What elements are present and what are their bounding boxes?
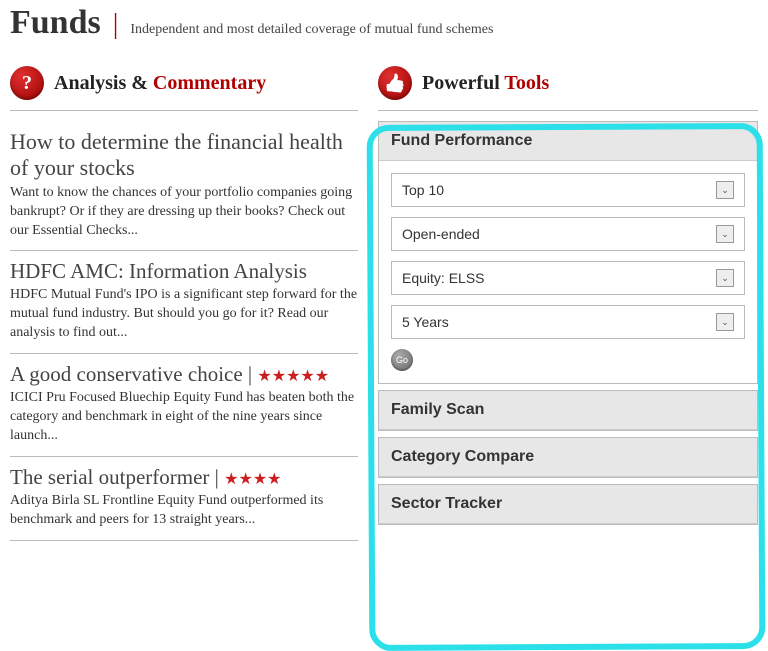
article-title: The serial outperformer | ★★★★	[10, 465, 358, 490]
article-title-text: The serial outperformer	[10, 465, 209, 489]
article-desc: HDFC Mutual Fund's IPO is a significant …	[10, 286, 358, 343]
star-rating: ★★★★	[224, 471, 281, 488]
article-desc: Want to know the chances of your portfol…	[10, 184, 358, 241]
category-select-value: Equity: ELSS	[402, 270, 485, 286]
tools-title-part2: Tools	[504, 72, 549, 94]
rank-select-value: Top 10	[402, 182, 444, 198]
article-desc: ICICI Pru Focused Bluechip Equity Fund h…	[10, 389, 358, 446]
tools-column: Powerful Tools Fund Performance Top 10 ⌄…	[378, 66, 758, 541]
fund-performance-header[interactable]: Fund Performance	[379, 122, 757, 161]
fund-performance-panel: Fund Performance Top 10 ⌄ Open-ended ⌄ E…	[378, 121, 758, 384]
fund-performance-body: Top 10 ⌄ Open-ended ⌄ Equity: ELSS ⌄ 5 Y…	[379, 161, 757, 383]
title-separator: |	[215, 465, 219, 489]
article-title: HDFC AMC: Information Analysis	[10, 259, 358, 284]
article-title: A good conservative choice | ★★★★★	[10, 362, 358, 387]
star-rating: ★★★★★	[257, 368, 329, 385]
period-select[interactable]: 5 Years ⌄	[391, 305, 745, 339]
analysis-section-header: Analysis & Commentary	[10, 66, 358, 111]
period-select-value: 5 Years	[402, 314, 449, 330]
title-separator: |	[248, 362, 252, 386]
tools-title-part1: Powerful	[422, 72, 504, 94]
article-item[interactable]: A good conservative choice | ★★★★★ ICICI…	[10, 354, 358, 457]
tools-section-header: Powerful Tools	[378, 66, 758, 111]
chevron-down-icon: ⌄	[716, 313, 734, 331]
chevron-down-icon: ⌄	[716, 225, 734, 243]
category-compare-panel[interactable]: Category Compare	[378, 437, 758, 478]
header-separator: |	[113, 9, 119, 41]
article-item[interactable]: HDFC AMC: Information Analysis HDFC Mutu…	[10, 251, 358, 354]
thumb-icon	[378, 66, 412, 100]
sector-tracker-panel[interactable]: Sector Tracker	[378, 484, 758, 525]
category-compare-header: Category Compare	[379, 438, 757, 477]
type-select-value: Open-ended	[402, 226, 480, 242]
category-select[interactable]: Equity: ELSS ⌄	[391, 261, 745, 295]
go-button[interactable]: Go	[391, 349, 413, 371]
article-desc: Aditya Birla SL Frontline Equity Fund ou…	[10, 492, 358, 530]
family-scan-header: Family Scan	[379, 391, 757, 430]
page-tagline: Independent and most detailed coverage o…	[130, 22, 493, 38]
page-header: Funds | Independent and most detailed co…	[10, 4, 758, 48]
tools-section-title: Powerful Tools	[422, 72, 549, 95]
article-title: How to determine the financial health of…	[10, 129, 358, 182]
question-icon	[10, 66, 44, 100]
article-item[interactable]: How to determine the financial health of…	[10, 121, 358, 251]
chevron-down-icon: ⌄	[716, 181, 734, 199]
article-title-text: A good conservative choice	[10, 362, 243, 386]
page-title: Funds	[10, 4, 101, 42]
analysis-title-part2: Commentary	[153, 72, 266, 94]
type-select[interactable]: Open-ended ⌄	[391, 217, 745, 251]
analysis-section-title: Analysis & Commentary	[54, 72, 266, 95]
family-scan-panel[interactable]: Family Scan	[378, 390, 758, 431]
analysis-column: Analysis & Commentary How to determine t…	[10, 66, 358, 541]
sector-tracker-header: Sector Tracker	[379, 485, 757, 524]
chevron-down-icon: ⌄	[716, 269, 734, 287]
analysis-title-part1: Analysis &	[54, 72, 153, 94]
rank-select[interactable]: Top 10 ⌄	[391, 173, 745, 207]
article-item[interactable]: The serial outperformer | ★★★★ Aditya Bi…	[10, 457, 358, 541]
